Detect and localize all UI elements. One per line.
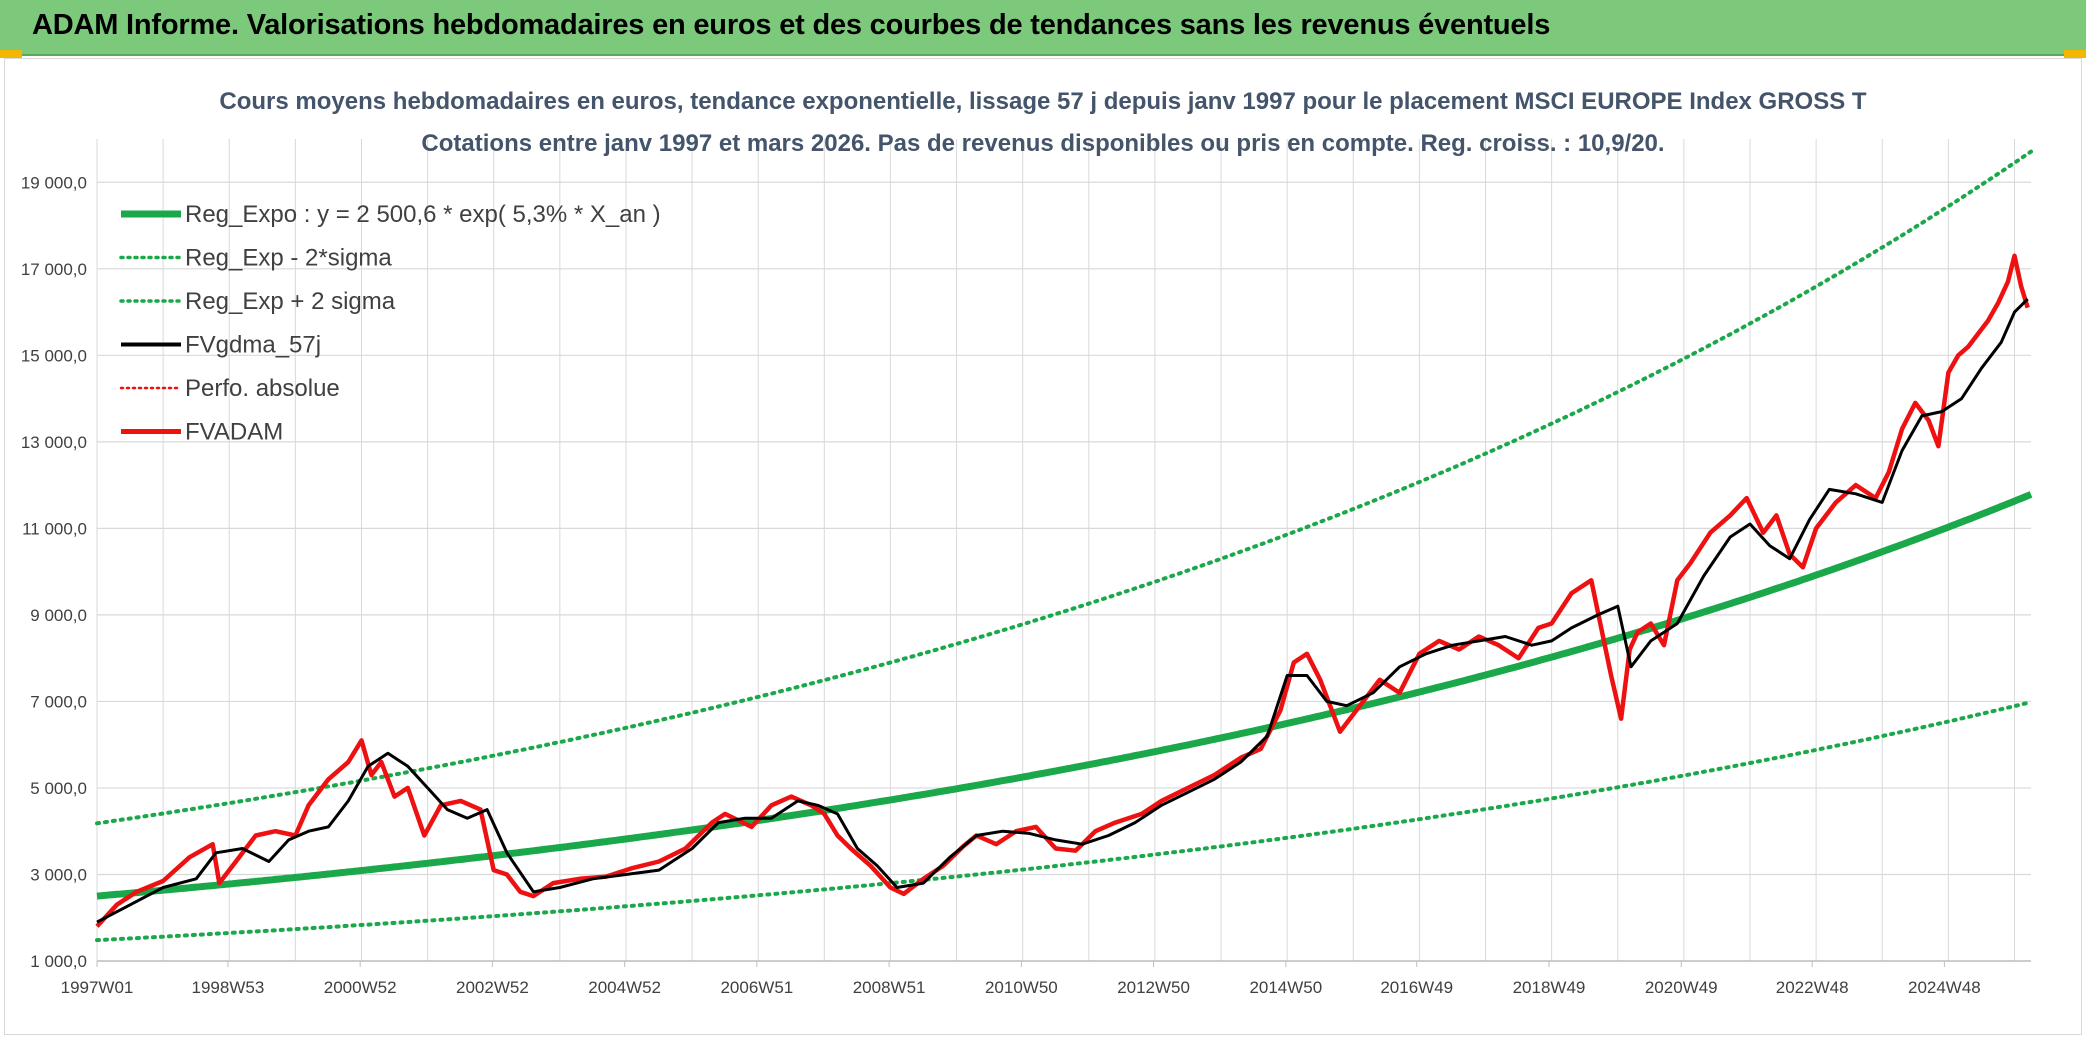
x-tick-label: 2014W50 <box>1249 978 1322 997</box>
y-tick-label: 1 000,0 <box>30 952 87 971</box>
x-tick-label: 2022W48 <box>1776 978 1849 997</box>
y-tick-label: 17 000,0 <box>21 260 87 279</box>
legend-label-trend_low: Reg_Exp - 2*sigma <box>185 245 392 272</box>
series-reg-minus-2sigma <box>95 700 2033 943</box>
x-tick-label: 2020W49 <box>1645 978 1718 997</box>
y-tick-label: 5 000,0 <box>30 779 87 798</box>
chart-title-line-1: Cours moyens hebdomadaires en euros, ten… <box>219 88 1867 115</box>
x-axis-ticks: 1997W01 1998W53 2000W52 2002W52 2004W52 2006W… <box>61 960 2031 997</box>
x-tick-label: 2006W51 <box>720 978 793 997</box>
chart-title-line-2: Cotations entre janv 1997 et mars 2026. … <box>421 130 1664 157</box>
plot-area <box>95 149 2033 943</box>
legend-label-trend: Reg_Expo : y = 2 500,6 * exp( 5,3% * X_a… <box>185 201 661 228</box>
legend: Reg_Expo : y = 2 500,6 * exp( 5,3% * X_a… <box>119 201 661 446</box>
chart-svg: Cours moyens hebdomadaires en euros, ten… <box>21 88 2033 997</box>
x-tick-label: 2002W52 <box>456 978 529 997</box>
legend-label-smooth: FVgdma_57j <box>185 332 321 359</box>
y-axis-ticks: 1 000,0 3 000,0 5 000,0 7 000,0 9 000,0 11 00… <box>21 173 87 971</box>
x-tick-label: 2010W50 <box>985 978 1058 997</box>
x-tick-label: 1997W01 <box>61 978 134 997</box>
y-tick-label: 11 000,0 <box>22 519 87 538</box>
header-bar: ADAM Informe. Valorisations hebdomadaire… <box>0 0 2086 56</box>
legend-label-raw: FVADAM <box>185 419 283 446</box>
grid <box>96 139 2031 962</box>
x-tick-label: 1998W53 <box>192 978 265 997</box>
x-tick-label: 2000W52 <box>324 978 397 997</box>
chart-title: Cours moyens hebdomadaires en euros, ten… <box>219 88 1867 157</box>
x-tick-label: 2024W48 <box>1908 978 1981 997</box>
series-fvadam <box>95 253 2030 928</box>
chart-frame: Cours moyens hebdomadaires en euros, ten… <box>4 58 2082 1035</box>
y-tick-label: 7 000,0 <box>30 692 87 711</box>
series-reg-expo <box>96 491 2033 900</box>
y-tick-label: 15 000,0 <box>21 346 87 365</box>
y-tick-label: 13 000,0 <box>21 433 87 452</box>
corner-accent-left <box>0 50 22 58</box>
x-tick-label: 2004W52 <box>588 978 661 997</box>
y-tick-label: 19 000,0 <box>21 173 87 192</box>
x-tick-label: 2016W49 <box>1380 978 1453 997</box>
page-title: ADAM Informe. Valorisations hebdomadaire… <box>32 9 1551 41</box>
y-tick-label: 3 000,0 <box>30 865 87 884</box>
x-tick-label: 2008W51 <box>853 978 926 997</box>
x-tick-label: 2018W49 <box>1513 978 1586 997</box>
corner-accent-right <box>2064 50 2086 58</box>
x-tick-label: 2012W50 <box>1117 978 1190 997</box>
legend-label-trend_high: Reg_Exp + 2 sigma <box>185 288 396 315</box>
series-reg-plus-2sigma <box>95 149 2033 826</box>
legend-label-perf: Perfo. absolue <box>185 375 340 402</box>
y-tick-label: 9 000,0 <box>30 606 87 625</box>
series-fvgdma-57j <box>96 298 2029 924</box>
